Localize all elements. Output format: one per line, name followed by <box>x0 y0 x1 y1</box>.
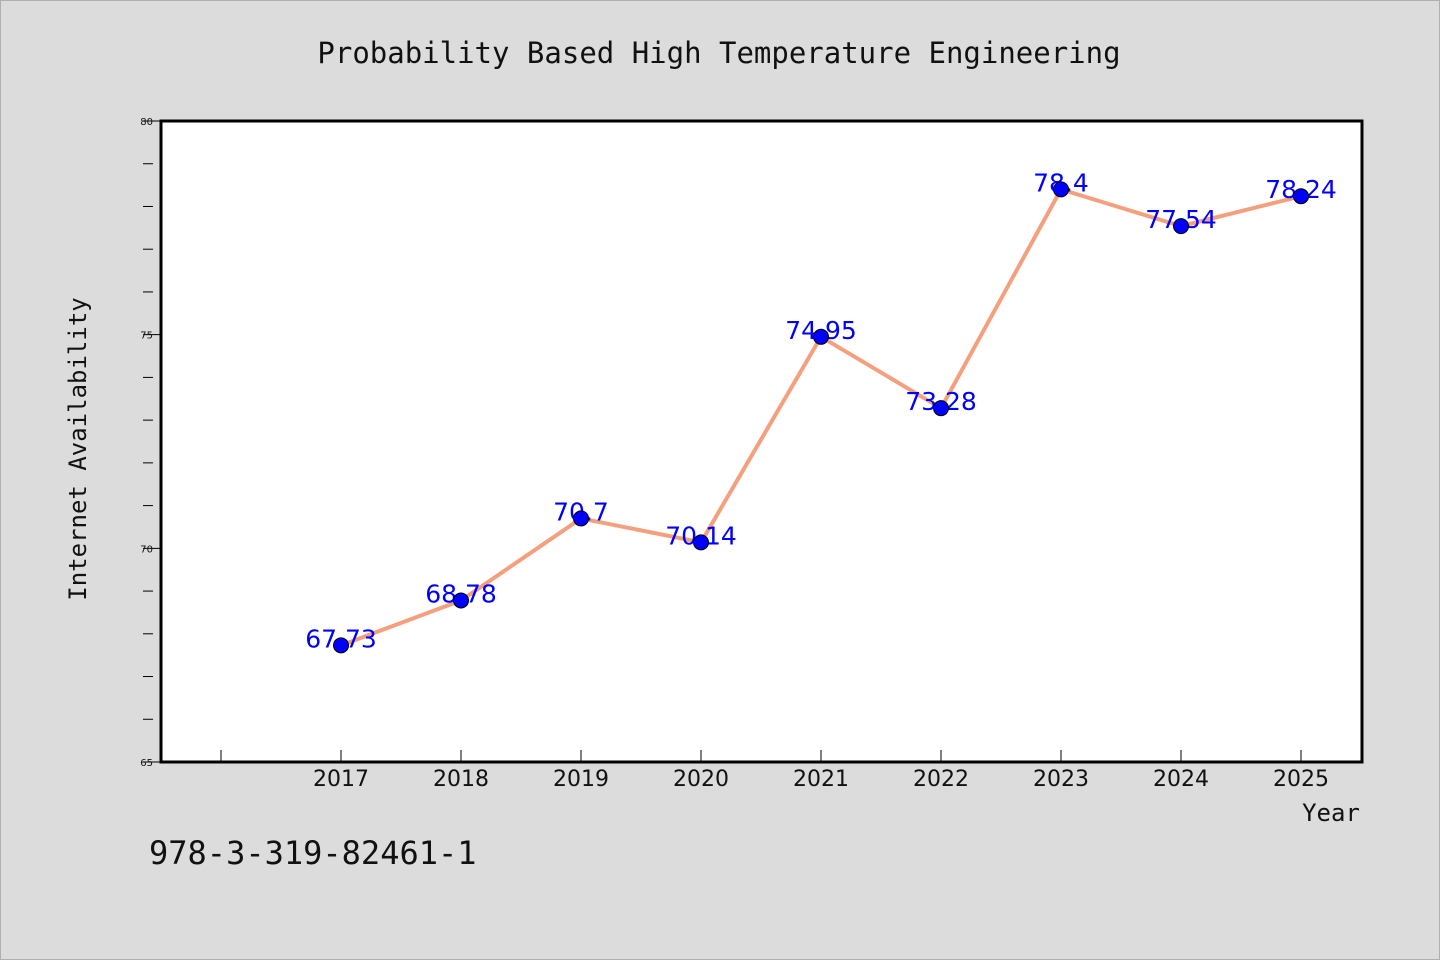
y-tick-label: 65 <box>140 758 153 769</box>
chart-title: Probability Based High Temperature Engin… <box>317 36 1120 70</box>
data-point <box>693 534 709 551</box>
data-point <box>1053 181 1069 198</box>
data-point <box>933 400 949 417</box>
isbn-annotation: 978-3-319-82461-1 <box>149 834 477 872</box>
data-point <box>1293 188 1309 205</box>
y-tick-label: 80 <box>140 117 153 128</box>
data-point <box>573 510 589 527</box>
y-axis: 65 70 75 80 <box>140 117 161 769</box>
x-tick-label: 2020 <box>673 767 729 792</box>
x-axis-title: Year <box>1302 799 1360 827</box>
data-point <box>453 592 469 609</box>
x-tick-label: 2023 <box>1033 767 1089 792</box>
x-tick-label: 2025 <box>1273 767 1329 792</box>
x-tick-label: 2021 <box>793 767 849 792</box>
x-tick-label: 2017 <box>313 767 369 792</box>
y-tick-label: 75 <box>140 331 153 342</box>
x-tick-label: 2024 <box>1153 767 1209 792</box>
x-tick-label: 2022 <box>913 767 969 792</box>
data-point <box>333 637 349 654</box>
y-axis-title: Internet Availability <box>64 297 92 600</box>
data-point <box>1173 218 1189 235</box>
data-point <box>813 328 829 345</box>
x-axis: 2017 2018 2019 2020 2021 2022 2023 2024 2025 <box>220 750 1329 792</box>
x-tick-label: 2019 <box>553 767 609 792</box>
marker-layer <box>333 181 1309 654</box>
y-tick-label: 70 <box>140 544 153 555</box>
x-tick-label: 2018 <box>433 767 489 792</box>
